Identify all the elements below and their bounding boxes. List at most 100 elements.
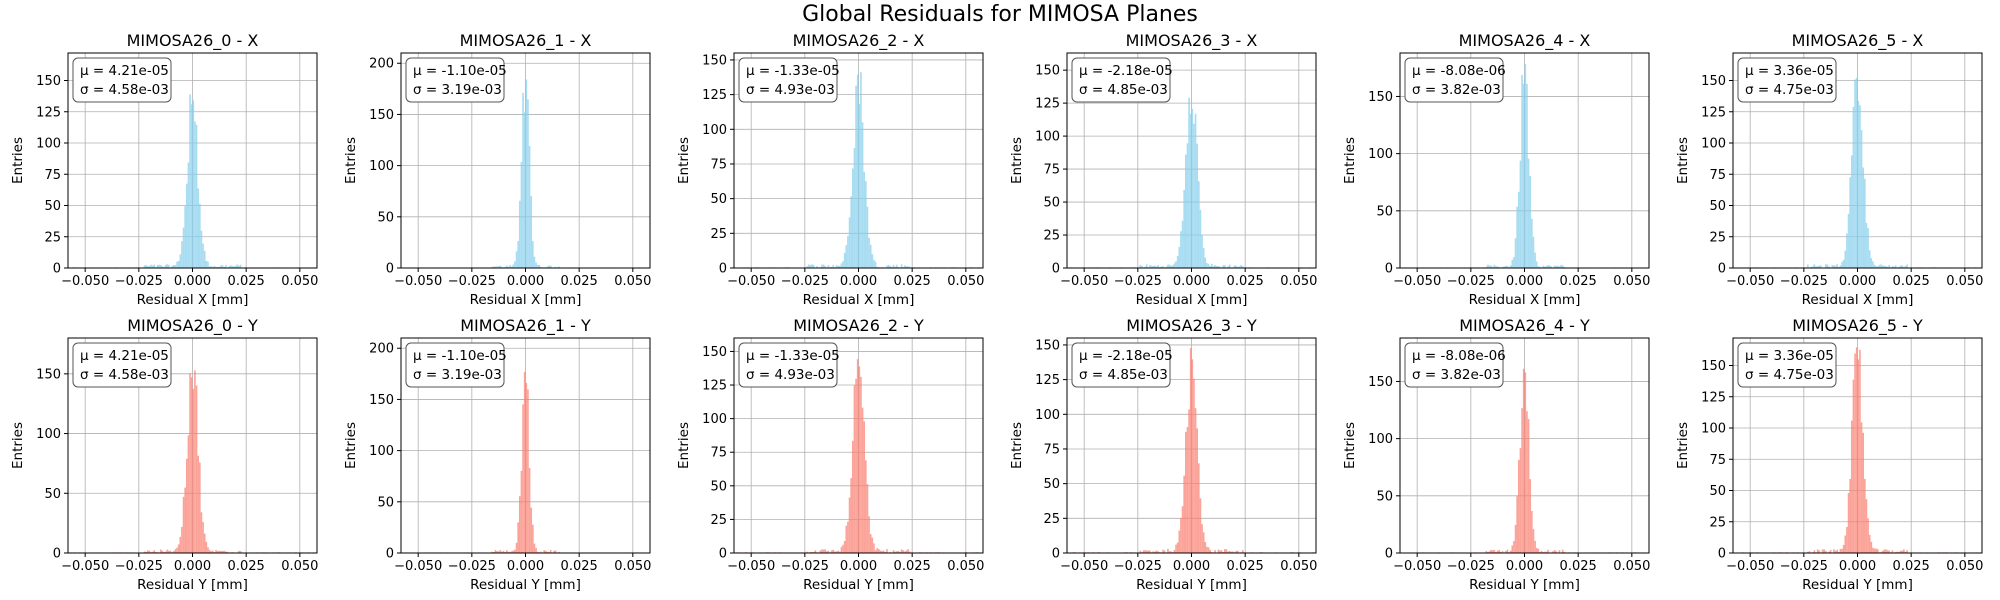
panel-5-bar-94 bbox=[1888, 264, 1891, 268]
panel-7-ylabel: Entries bbox=[343, 422, 359, 469]
panel-5-bar-90 bbox=[1881, 265, 1884, 268]
panel-11-bar-50 bbox=[1816, 549, 1819, 553]
panel-0-bar-94 bbox=[223, 266, 226, 268]
panel-8-bar-52 bbox=[821, 549, 823, 553]
panel-6-bar-85 bbox=[208, 549, 211, 553]
panel-10-ytick-label-0: 0 bbox=[1385, 547, 1393, 562]
panel-10-bar-85 bbox=[1540, 550, 1543, 553]
panel-2-ytick-label-2: 50 bbox=[710, 192, 727, 207]
panel-7-bar-79 bbox=[532, 524, 534, 553]
panel-2-bar-63 bbox=[838, 265, 841, 268]
panel-3-bar-62 bbox=[1170, 265, 1172, 268]
panel-5-ytick-label-2: 50 bbox=[1709, 199, 1726, 214]
panel-2-xtick-label-4: 0.050 bbox=[947, 274, 984, 289]
panel-0-bar-76 bbox=[194, 121, 196, 268]
panel-1-bar-75 bbox=[525, 79, 528, 269]
panel-3-xtick-label-1: −0.025 bbox=[1114, 274, 1162, 289]
panel-7-bar-68 bbox=[514, 549, 516, 553]
panel-11-bar-65 bbox=[1841, 548, 1843, 553]
panel-5-xtick-label-1: −0.025 bbox=[1780, 274, 1828, 289]
panel-5-xtick-label-4: 0.050 bbox=[1946, 274, 1983, 289]
panel-0-bar-47 bbox=[146, 266, 149, 268]
panel-10-xtick-label-0: −0.050 bbox=[1393, 559, 1441, 574]
panel-3-bar-82 bbox=[1202, 248, 1205, 268]
panel-4-bar-93 bbox=[1553, 265, 1556, 268]
panel-11-bar-104 bbox=[1904, 551, 1907, 553]
panel-11-bar-103 bbox=[1903, 549, 1905, 553]
panel-8-bar-68 bbox=[847, 521, 849, 553]
panel-10-bar-71 bbox=[1517, 460, 1520, 553]
panel-4-bar-86 bbox=[1542, 265, 1545, 268]
panel-4-bar-82 bbox=[1535, 261, 1538, 268]
panel-9-bar-96 bbox=[1225, 549, 1228, 553]
panel-6-bar-84 bbox=[207, 547, 209, 553]
panel-8-bar-73 bbox=[855, 378, 857, 553]
panel-8-ytick-label-3: 75 bbox=[710, 446, 727, 461]
panel-11-bar-78 bbox=[1862, 432, 1865, 553]
panel-5-ytick-label-1: 25 bbox=[1709, 230, 1726, 245]
panel-2-bar-43 bbox=[806, 266, 809, 268]
panel-11-bar-87 bbox=[1877, 549, 1879, 553]
panel-0-xtick-label-2: 0.000 bbox=[174, 274, 211, 289]
panel-0-bar-64 bbox=[174, 265, 177, 268]
panel-2-bar-76 bbox=[860, 72, 862, 268]
panel-10-bar-52 bbox=[1487, 551, 1489, 553]
panel-11-bar-45 bbox=[1808, 551, 1811, 553]
panel-5-bar-79 bbox=[1864, 178, 1866, 268]
panel-8-bar-91 bbox=[884, 551, 887, 553]
panel-3-bar-65 bbox=[1175, 261, 1177, 268]
panel-0-bar-73 bbox=[189, 94, 191, 268]
panel-3-bar-64 bbox=[1173, 263, 1176, 268]
panel-7-bar-87 bbox=[545, 551, 547, 553]
panel-5-bar-47 bbox=[1811, 266, 1814, 268]
panel-6-bar-48 bbox=[148, 550, 151, 553]
panel-1-bar-81 bbox=[535, 262, 537, 268]
panel-4-xlabel: Residual X [mm] bbox=[1469, 292, 1581, 308]
panel-4-bar-89 bbox=[1547, 264, 1549, 268]
panel-0-bar-84 bbox=[207, 261, 209, 268]
panel-7-bar-78 bbox=[530, 507, 533, 553]
panel-6-bar-73 bbox=[189, 373, 191, 553]
panel-6-bar-77 bbox=[195, 385, 198, 553]
panel-6-bar-90 bbox=[216, 551, 219, 553]
panel-8-bar-75 bbox=[858, 366, 861, 553]
panel-9-stats-mean: μ = -2.18e-05 bbox=[1079, 348, 1173, 364]
panel-7-bar-74 bbox=[523, 371, 526, 553]
panel-3-xtick-label-3: 0.025 bbox=[1227, 274, 1264, 289]
panel-4-bar-99 bbox=[1563, 266, 1566, 268]
panel-10-bar-96 bbox=[1558, 550, 1561, 553]
panel-1-xtick-label-3: 0.025 bbox=[561, 274, 598, 289]
panel-9-bar-52 bbox=[1154, 551, 1156, 553]
panel-4-bar-61 bbox=[1501, 266, 1504, 268]
panel-0-bar-82 bbox=[203, 250, 206, 268]
panel-8-bar-80 bbox=[866, 484, 869, 553]
panel-2-bar-45 bbox=[809, 264, 812, 268]
panel-11-bar-101 bbox=[1899, 550, 1902, 553]
subplot-9: −0.050 −0.025 0.000 0.025 0.050 0 25 50 75 100 125… bbox=[1009, 316, 1317, 593]
panel-4-bar-51 bbox=[1485, 266, 1488, 268]
panel-11-bar-68 bbox=[1846, 526, 1848, 553]
panel-11-ylabel: Entries bbox=[1675, 422, 1691, 469]
panel-6-bar-51 bbox=[153, 550, 156, 553]
panel-5-xlabel: Residual X [mm] bbox=[1802, 292, 1914, 308]
panel-8-bar-61 bbox=[835, 551, 838, 553]
panel-10-bar-82 bbox=[1535, 547, 1538, 553]
panel-4-bar-55 bbox=[1491, 266, 1494, 268]
panel-5-bar-44 bbox=[1807, 264, 1809, 268]
panel-5-bar-67 bbox=[1844, 250, 1847, 268]
panel-9-bar-72 bbox=[1186, 427, 1189, 553]
panel-5-bar-84 bbox=[1872, 261, 1874, 268]
panel-5-title: MIMOSA26_5 - X bbox=[1792, 31, 1924, 51]
panel-11-bar-74 bbox=[1855, 347, 1858, 553]
panel-5-stats-sigma: σ = 4.75e-03 bbox=[1745, 82, 1834, 98]
panel-11-bar-58 bbox=[1829, 549, 1832, 553]
panel-9-bar-77 bbox=[1194, 408, 1197, 553]
panel-6-bar-95 bbox=[225, 551, 227, 553]
subplot-3: −0.050 −0.025 0.000 0.025 0.050 0 25 50 75 100 125… bbox=[1009, 31, 1317, 308]
panel-7-bar-59 bbox=[499, 550, 502, 553]
panel-8-bar-83 bbox=[871, 537, 874, 553]
panel-1-bar-56 bbox=[494, 266, 497, 268]
panel-11-xtick-label-1: −0.025 bbox=[1780, 559, 1828, 574]
panel-0-ytick-label-2: 50 bbox=[44, 199, 61, 214]
panel-9-bar-79 bbox=[1198, 463, 1200, 553]
